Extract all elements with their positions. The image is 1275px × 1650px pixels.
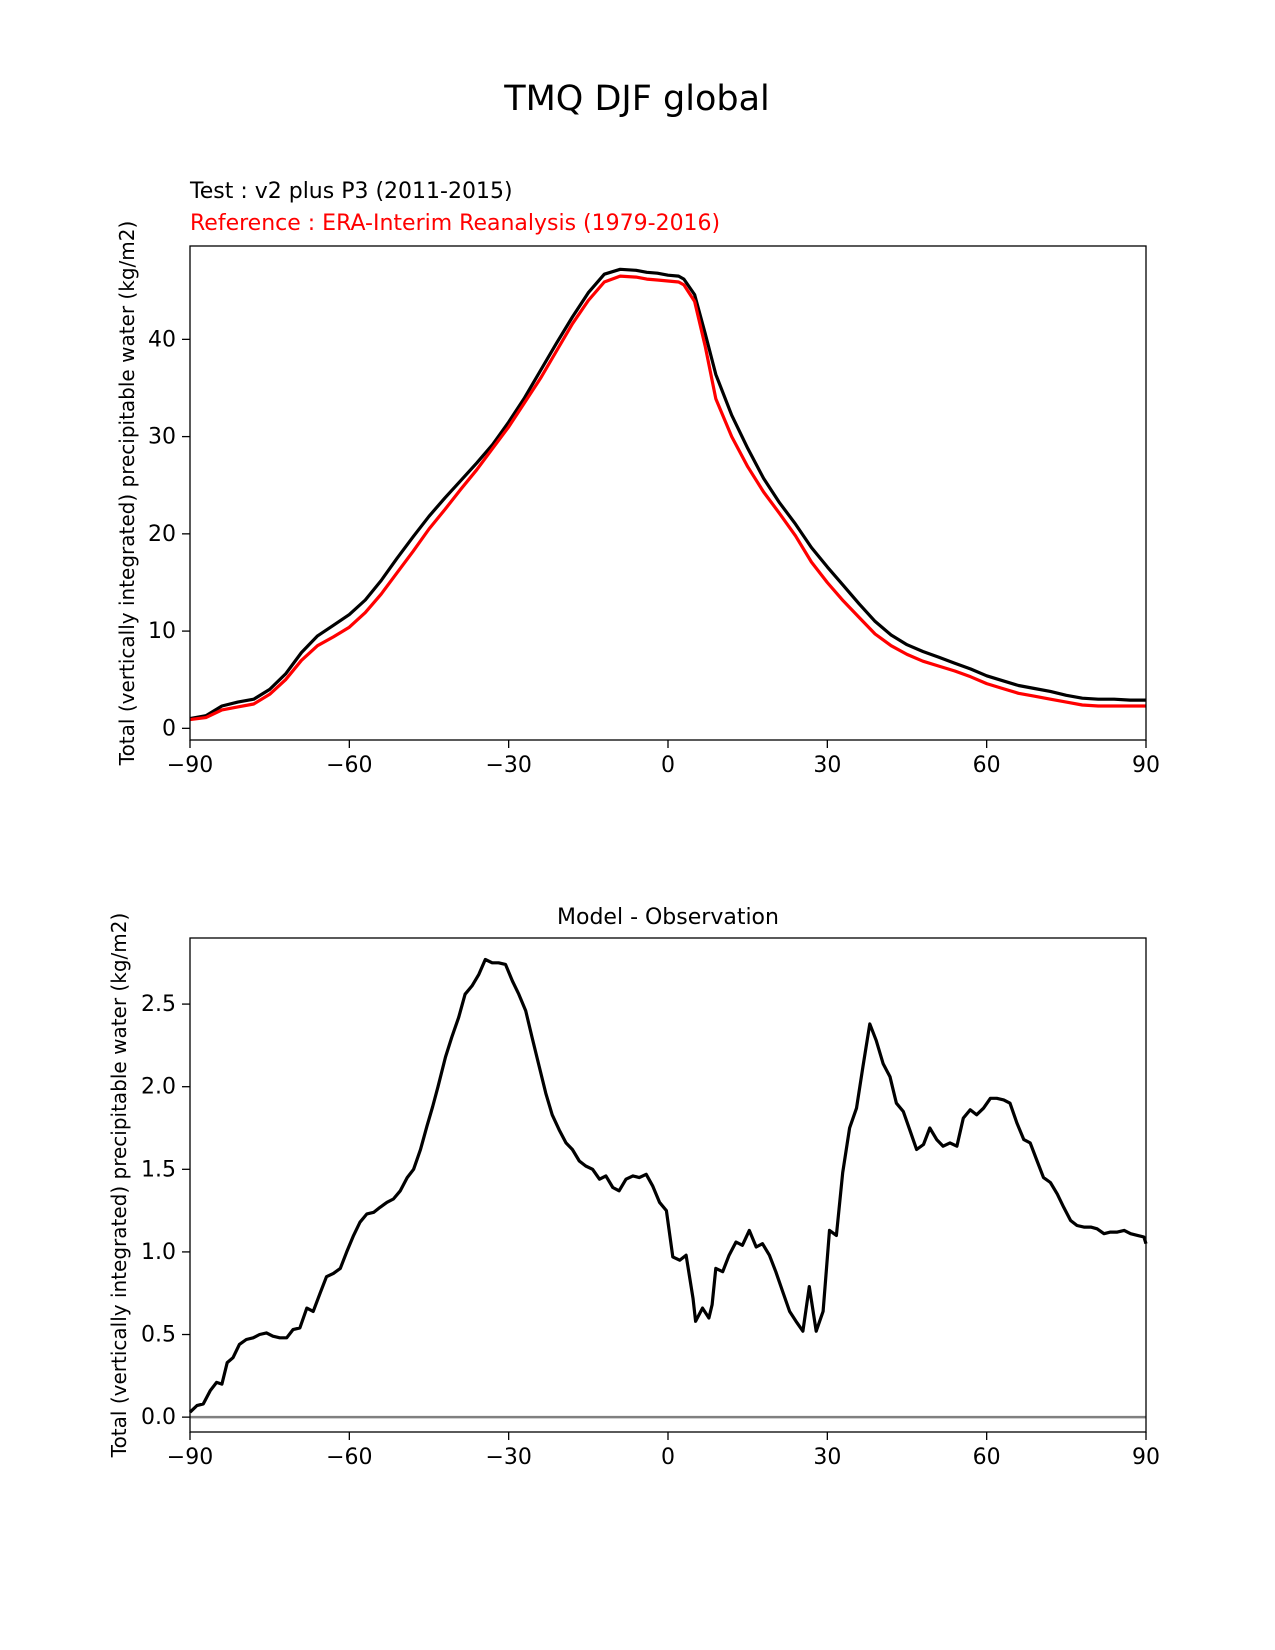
top-series-group: [189, 267, 1146, 722]
top-x-tick-label: −30: [485, 753, 531, 778]
top-y-tick-label: 20: [148, 522, 176, 547]
test-label: Test : v2 plus P3 (2011-2015): [189, 179, 513, 204]
bottom-x-tick-label: −60: [326, 1445, 372, 1470]
bottom-y-axis-label: Total (vertically integrated) precipitab…: [107, 913, 131, 1459]
bottom-y-tick-label: 2.0: [141, 1075, 176, 1100]
bottom-y-tick-label: 2.5: [141, 992, 176, 1017]
top-x-tick-label: 60: [973, 753, 1001, 778]
bottom-y-ticks: 0.0 0.5 1.0 1.5 2.0 2.5: [141, 992, 190, 1430]
top-x-tick-label: −60: [326, 753, 372, 778]
top-x-ticks: −90 −60 −30 0 30 60 90: [167, 740, 1160, 778]
bottom-x-ticks: −90 −60 −30 0 30 60 90: [167, 1432, 1160, 1470]
top-series-line-test: [189, 267, 1146, 721]
reference-label: Reference : ERA-Interim Reanalysis (1979…: [190, 211, 720, 236]
bottom-y-tick-label: 0.0: [141, 1405, 176, 1430]
bottom-x-tick-label: −90: [167, 1445, 213, 1470]
bottom-x-tick-label: 30: [813, 1445, 841, 1470]
figure-title: TMQ DJF global: [503, 79, 770, 119]
top-x-tick-label: 30: [813, 753, 841, 778]
top-y-tick-label: 10: [148, 619, 176, 644]
top-y-tick-label: 0: [162, 716, 176, 741]
top-y-tick-label: 30: [148, 425, 176, 450]
top-y-ticks: 0 10 20 30 40: [148, 327, 190, 741]
top-x-tick-label: 0: [661, 753, 675, 778]
bottom-y-tick-label: 1.0: [141, 1240, 176, 1265]
bottom-series-group: [188, 957, 1148, 1419]
top-x-tick-label: −90: [167, 753, 213, 778]
bottom-panel: Model - Observation −90 −60 −30 0 30 60 90 0.0…: [107, 905, 1160, 1470]
bottom-x-tick-label: 0: [661, 1445, 675, 1470]
bottom-series-line-model-observation: [188, 957, 1148, 1414]
bottom-x-tick-label: −30: [485, 1445, 531, 1470]
top-y-tick-label: 40: [148, 327, 176, 352]
bottom-x-tick-label: 90: [1132, 1445, 1160, 1470]
bottom-x-tick-label: 60: [973, 1445, 1001, 1470]
bottom-y-tick-label: 1.5: [141, 1157, 176, 1182]
bottom-y-tick-label: 0.5: [141, 1323, 176, 1348]
bottom-title: Model - Observation: [557, 905, 779, 930]
top-y-axis-label: Total (vertically integrated) precipitab…: [115, 221, 139, 767]
top-panel: Test : v2 plus P3 (2011-2015) Reference …: [115, 179, 1160, 778]
top-series-line-reference: [189, 274, 1146, 722]
top-x-tick-label: 90: [1132, 753, 1160, 778]
